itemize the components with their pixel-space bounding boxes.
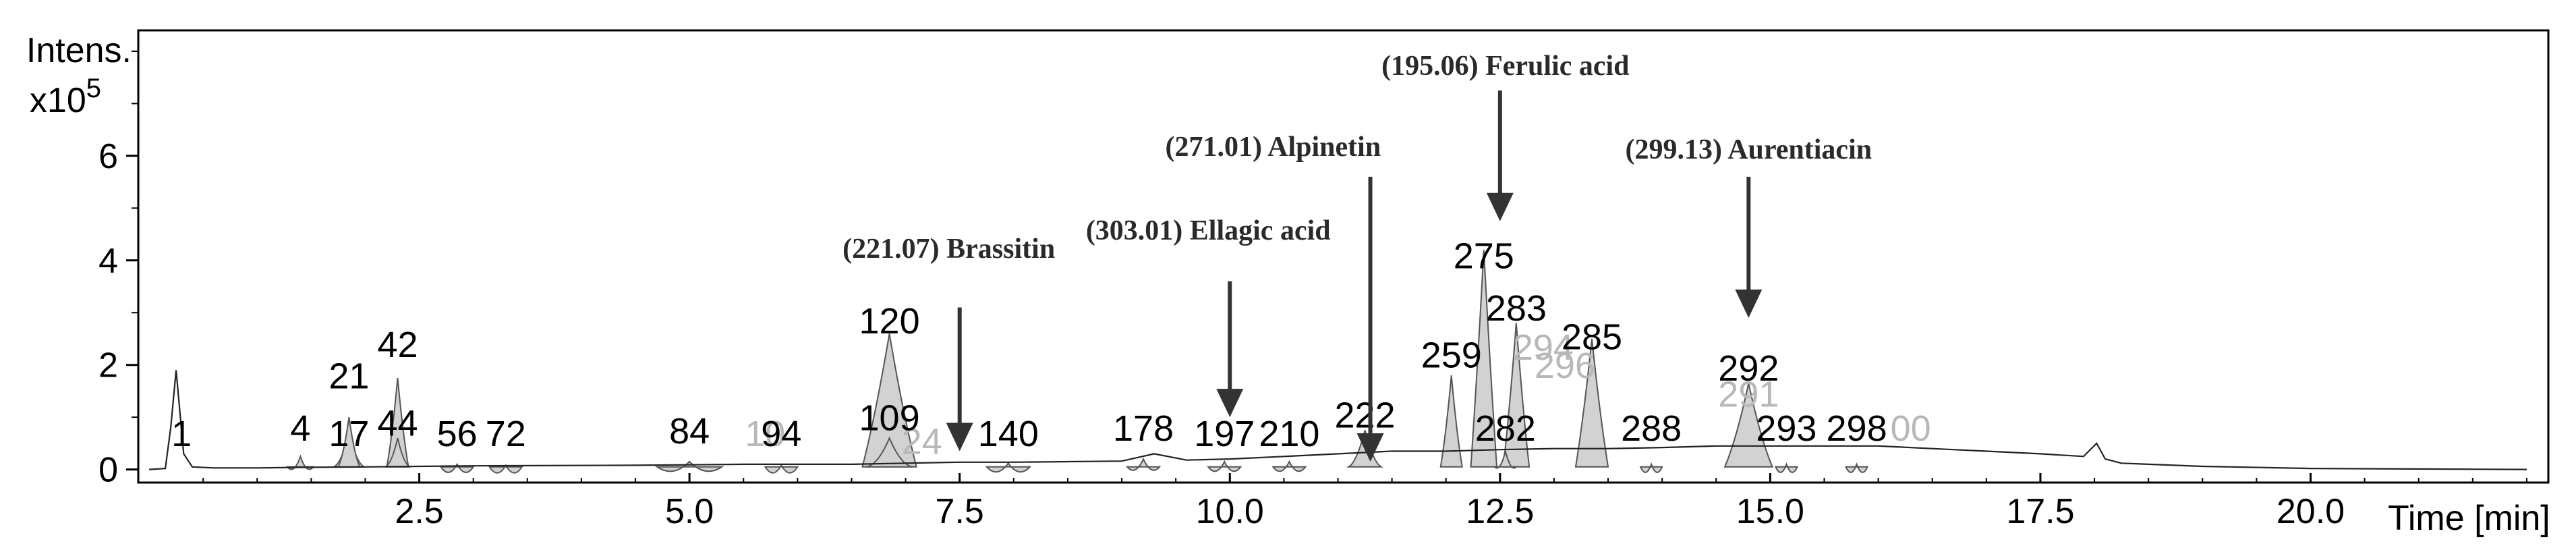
y-tick-label-4: 4 (98, 242, 118, 281)
faded-label-296: 296 (1535, 346, 1595, 386)
peak-area-298 (1845, 462, 1869, 473)
annotation-label-2: (271.01) Alpinetin (1166, 132, 1381, 163)
peak-label-275: 275 (1454, 236, 1514, 276)
peak-area-120 (861, 333, 917, 468)
plot-frame-rect (137, 29, 2550, 484)
peak-area-44 (384, 437, 411, 468)
faded-label-24: 24 (902, 421, 942, 462)
peak-label-210: 210 (1259, 414, 1319, 454)
annotation-label-3: (195.06) Ferulic acid (1381, 51, 1629, 82)
peak-area-293 (1774, 462, 1798, 473)
peak-area-140 (985, 462, 1032, 473)
faded-label-294: 294 (1513, 327, 1574, 368)
peak-label-17: 17 (328, 414, 369, 454)
y-tick-label-2: 2 (98, 346, 118, 385)
annotation-arrow-head-2 (1356, 433, 1384, 462)
y-axis-ticks: 0 2 4 6 (98, 50, 138, 490)
baseline-trace (148, 370, 2527, 470)
faded-label-10: 10 (745, 414, 785, 454)
peak-label-72: 72 (486, 414, 526, 454)
peak-area-275 (1470, 250, 1498, 468)
x-axis-label: Time [min] (2388, 499, 2550, 538)
x-tick-label-7.5: 7.5 (936, 492, 984, 531)
peak-area-56 (439, 462, 475, 473)
x-tick-label-20.0: 20.0 (2277, 492, 2345, 531)
peak-label-56: 56 (437, 414, 478, 454)
peak-label-282: 282 (1475, 408, 1536, 449)
peak-label-4: 4 (290, 408, 310, 449)
peak-area-42 (386, 377, 409, 468)
peak-area-283 (1502, 323, 1530, 468)
y-axis-label: Intens. (26, 31, 132, 70)
y-multiplier-base: x10 (30, 81, 86, 120)
annotation-arrow-head-3 (1486, 192, 1514, 221)
peak-label-1: 1 (171, 414, 192, 454)
peak-areas (286, 250, 1869, 474)
peak-label-283: 283 (1486, 288, 1547, 329)
peak-label-288: 288 (1621, 408, 1682, 449)
peak-label-44: 44 (377, 403, 418, 443)
faded-label-00: 00 (1891, 408, 1931, 449)
peak-label-178: 178 (1113, 408, 1174, 449)
y-multiplier-exponent: 5 (86, 74, 101, 103)
peak-label-298: 298 (1827, 408, 1887, 449)
peak-label-285: 285 (1562, 317, 1622, 357)
annotation-arrow-head-1 (1216, 389, 1244, 418)
peak-label-42: 42 (377, 325, 418, 365)
peak-label-21: 21 (328, 356, 369, 397)
annotation-arrow-head-0 (946, 422, 973, 452)
plot-frame (137, 29, 2550, 484)
x-tick-label-2.5: 2.5 (395, 492, 443, 531)
x-tick-label-5.0: 5.0 (665, 492, 714, 531)
x-tick-label-15.0: 15.0 (1736, 492, 1804, 531)
y-tick-label-0: 0 (98, 451, 118, 490)
annotation-arrow-head-4 (1735, 290, 1763, 319)
y-axis-multiplier: x105 (30, 74, 101, 120)
peak-label-197: 197 (1194, 414, 1255, 454)
annotation-label-0: (221.07) Brassitin (842, 234, 1055, 265)
x-tick-label-17.5: 17.5 (2006, 492, 2074, 531)
peak-area-285 (1574, 338, 1609, 468)
x-tick-label-10.0: 10.0 (1196, 492, 1264, 531)
peak-label-84: 84 (669, 411, 710, 452)
peak-label-222: 222 (1334, 395, 1395, 436)
peak-area-197 (1207, 460, 1242, 472)
peak-area-282 (1493, 451, 1518, 469)
peak-area-21 (337, 417, 362, 468)
annotation-label-4: (299.13) Aurentiacin (1626, 134, 1872, 165)
x-tick-label-12.5: 12.5 (1466, 492, 1534, 531)
peak-area-259 (1439, 375, 1463, 468)
peak-label-293: 293 (1756, 408, 1816, 449)
y-tick-label-6: 6 (98, 137, 118, 176)
peak-area-210 (1271, 460, 1307, 472)
faded-label-291: 291 (1718, 375, 1779, 415)
annotation-label-1: (303.01) Ellagic acid (1086, 215, 1331, 246)
x-axis-ticks: 2.5 5.0 7.5 10.0 12.5 15.0 17.5 20.0 (202, 473, 2527, 531)
peak-area-84 (654, 460, 724, 472)
peak-label-140: 140 (978, 414, 1039, 454)
peak-area-178 (1125, 457, 1162, 471)
baseline-trace-line (148, 370, 2527, 470)
peak-label-292: 292 (1718, 348, 1779, 389)
peak-area-94 (764, 464, 799, 474)
peak-area-288 (1639, 462, 1663, 473)
peak-label-94: 94 (761, 414, 801, 454)
peak-label-109: 109 (859, 398, 920, 439)
peak-label-259: 259 (1421, 335, 1482, 376)
compound-annotations: (221.07) Brassitin (303.01) Ellagic acid (… (842, 51, 1872, 462)
peak-area-4 (286, 454, 315, 470)
peak-label-120: 120 (859, 301, 920, 342)
